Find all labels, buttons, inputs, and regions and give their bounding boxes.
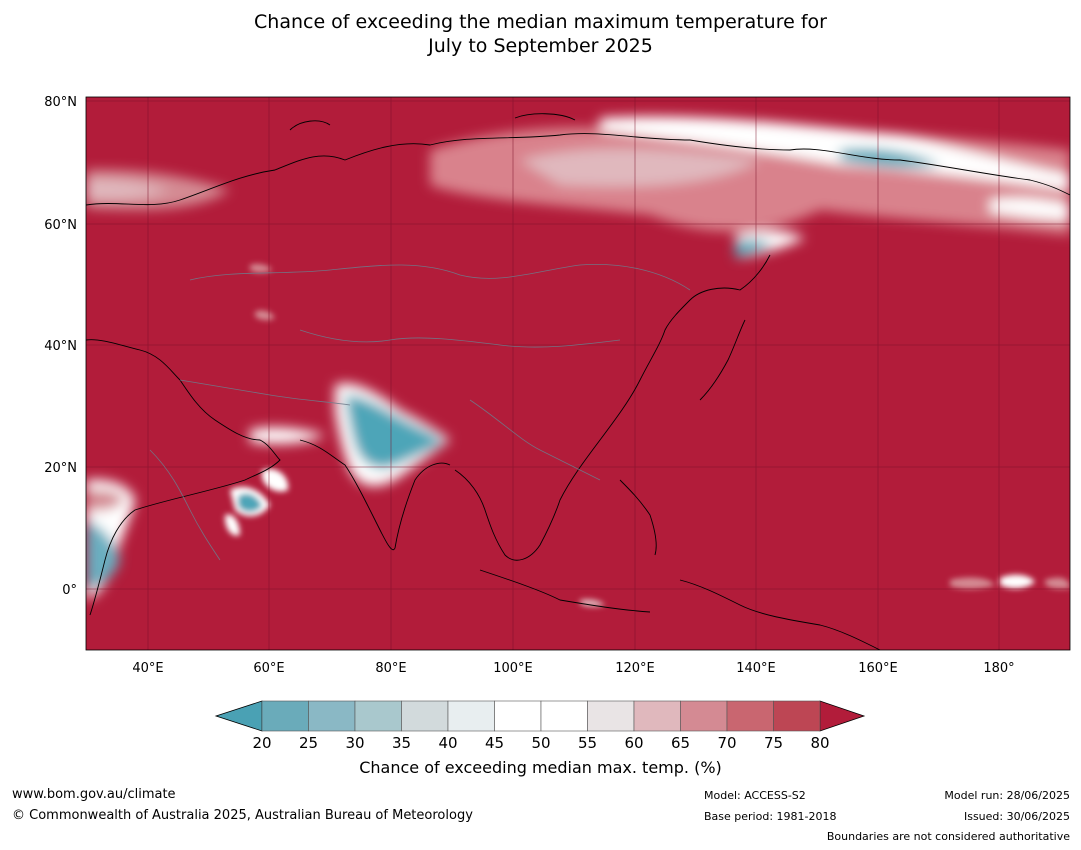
- colorbar-tick-label: 80: [810, 734, 829, 752]
- colorbar-segment: [354, 700, 402, 732]
- boundary-disclaimer: Boundaries are not considered authoritat…: [826, 830, 1070, 843]
- colorbar-segment: [308, 700, 356, 732]
- longitude-label: 80°E: [375, 661, 406, 676]
- latitude-labels: 80°N 60°N 40°N 20°N 0°: [44, 95, 77, 598]
- colorbar-tick-label: 75: [764, 734, 783, 752]
- colorbar-segment: [587, 700, 635, 732]
- base-period: Base period: 1981-2018: [704, 810, 837, 823]
- map-title-line-2: July to September 2025: [428, 35, 653, 57]
- colorbar-tick-label: 35: [392, 734, 411, 752]
- colorbar-segment: [633, 700, 681, 732]
- latitude-label: 60°N: [44, 218, 77, 233]
- colorbar-tick-label: 25: [299, 734, 318, 752]
- longitude-labels: 40°E 60°E 80°E 100°E 120°E 140°E 160°E 180°: [132, 661, 1014, 676]
- colorbar-segment: [773, 700, 821, 732]
- model-run-date: Model run: 28/06/2025: [944, 789, 1070, 802]
- siberia-mixed-region: [430, 116, 1070, 258]
- country-boundaries: [149, 264, 691, 561]
- longitude-label: 180°: [983, 661, 1014, 676]
- colorbar-segment: [680, 700, 728, 732]
- graticule-lines: [86, 97, 1070, 650]
- colorbar-segment: [726, 700, 774, 732]
- longitude-label: 140°E: [736, 661, 776, 676]
- latitude-label: 0°: [62, 583, 77, 598]
- colorbar-over-arrow: [819, 700, 866, 732]
- coastlines: [86, 113, 1070, 650]
- website-link[interactable]: www.bom.gov.au/climate: [12, 787, 176, 802]
- colorbar-tick-label: 70: [717, 734, 736, 752]
- map-frame: [85, 96, 1071, 651]
- colorbar-tick-label: 30: [345, 734, 364, 752]
- colorbar-tick-label: 20: [252, 734, 271, 752]
- colorbar-segment: [261, 700, 309, 732]
- issued-date: Issued: 30/06/2025: [963, 810, 1070, 823]
- longitude-label: 120°E: [615, 661, 655, 676]
- colorbar-tick-label: 65: [671, 734, 690, 752]
- longitude-label: 40°E: [132, 661, 163, 676]
- longitude-label: 60°E: [253, 661, 284, 676]
- colorbar-tick-label: 40: [438, 734, 457, 752]
- colorbar-segment: [401, 700, 449, 732]
- colorbar-title: Chance of exceeding median max. temp. (%…: [359, 758, 722, 777]
- colorbar-under-arrow: [214, 700, 263, 732]
- map-title-line-1: Chance of exceeding the median maximum t…: [254, 11, 827, 33]
- latitude-label: 40°N: [44, 339, 77, 354]
- colorbar-segment: [447, 700, 495, 732]
- latitude-label: 80°N: [44, 95, 77, 110]
- colorbar-tick-label: 60: [624, 734, 643, 752]
- longitude-label: 100°E: [493, 661, 533, 676]
- model-name: Model: ACCESS-S2: [704, 789, 806, 802]
- colorbar-segment: [494, 700, 542, 732]
- longitude-label: 160°E: [858, 661, 898, 676]
- horn-of-africa-region: [86, 479, 135, 600]
- colorbar: 20 25 30 35 40 45 50 55 60 65 70 75 80: [214, 700, 866, 752]
- latitude-label: 20°N: [44, 461, 77, 476]
- copyright-notice: © Commonwealth of Australia 2025, Austra…: [12, 808, 473, 823]
- colorbar-segment: [540, 700, 588, 732]
- colorbar-tick-label: 55: [578, 734, 597, 752]
- colorbar-tick-label: 45: [485, 734, 504, 752]
- colorbar-tick-label: 50: [531, 734, 550, 752]
